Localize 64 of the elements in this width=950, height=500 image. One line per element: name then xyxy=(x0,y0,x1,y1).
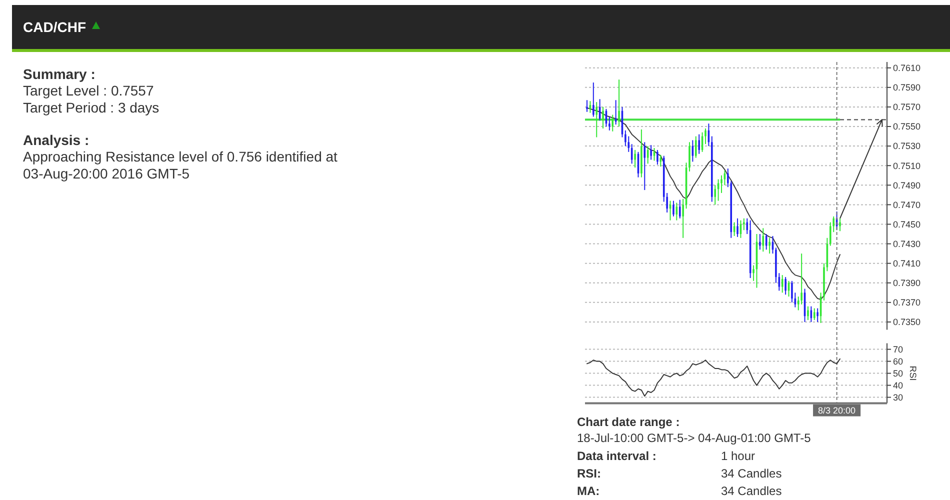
candlestick xyxy=(816,308,818,322)
text: 1 hour xyxy=(721,449,756,463)
candlestick xyxy=(768,237,770,254)
text: RSI: xyxy=(577,466,601,480)
candlestick xyxy=(678,199,681,219)
candlestick xyxy=(682,198,684,238)
text: MA: xyxy=(577,484,600,498)
x-tick-label: 8/3 20:00 xyxy=(818,406,856,416)
y-tick-label: 0.7450 xyxy=(893,219,921,230)
candlestick xyxy=(650,144,652,160)
candlestick xyxy=(694,136,697,158)
candlestick xyxy=(612,114,614,132)
text: Approaching Resistance level of 0.756 identified at 03-Aug-20:00 2016 GMT-5 xyxy=(23,148,338,182)
y-tick-label: 0.7610 xyxy=(893,63,921,74)
candlestick xyxy=(714,184,716,206)
text: 34 Candles xyxy=(721,484,782,498)
candlestick xyxy=(672,200,674,217)
candlestick xyxy=(762,228,764,252)
y-tick-label: 30 xyxy=(893,392,904,402)
candlestick xyxy=(746,218,748,235)
candlestick xyxy=(813,308,816,321)
y-tick-label: 0.7490 xyxy=(893,180,921,190)
y-tick-label: 0.7390 xyxy=(893,278,921,288)
y-tick-label: 40 xyxy=(893,380,904,390)
y-tick-label: 0.7370 xyxy=(893,298,921,308)
y-tick-label: 0.7430 xyxy=(893,238,921,249)
y-tick-label: 0.7510 xyxy=(893,160,921,171)
text: Analysis : xyxy=(23,132,90,148)
y-tick-label: 50 xyxy=(893,368,904,378)
text: Target Period : 3 days xyxy=(23,99,160,116)
candlestick xyxy=(586,100,588,112)
candlestick xyxy=(781,274,784,294)
candlestick xyxy=(634,149,636,168)
candlestick xyxy=(608,116,610,131)
text: CAD/CHF xyxy=(23,19,86,35)
candlestick xyxy=(784,276,786,296)
candlestick xyxy=(656,149,658,166)
candlestick xyxy=(698,134,700,154)
y-tick-label: 0.7550 xyxy=(893,122,921,132)
text: Data interval : xyxy=(577,449,656,463)
text: Summary : xyxy=(23,66,96,82)
y-axis-title: RSI xyxy=(908,366,918,381)
candlestick xyxy=(592,82,594,118)
text: 34 Candles xyxy=(721,466,782,480)
y-tick-label: 0.7530 xyxy=(893,141,921,152)
candlestick xyxy=(736,218,738,238)
y-tick-label: 70 xyxy=(893,344,904,354)
candlestick xyxy=(759,234,761,250)
text: Target Level : 0.7557 xyxy=(23,82,154,99)
y-tick-label: 0.7570 xyxy=(893,102,921,112)
text: Chart date range : xyxy=(577,415,680,429)
y-tick-label: 0.7470 xyxy=(893,200,921,210)
candlestick xyxy=(602,106,604,129)
line-series xyxy=(586,358,840,397)
candlestick xyxy=(644,142,646,191)
candlestick xyxy=(807,306,809,321)
text: 18-Jul-10:00 GMT-5-> 04-Aug-01:00 GMT-5 xyxy=(577,431,812,445)
y-tick-label: 60 xyxy=(893,356,904,366)
y-tick-label: 0.7590 xyxy=(893,82,921,93)
candlestick xyxy=(618,79,620,128)
y-tick-label: 0.7410 xyxy=(893,258,921,268)
y-tick-label: 0.7350 xyxy=(893,317,921,328)
candlestick xyxy=(596,102,598,138)
candlestick xyxy=(839,218,841,232)
